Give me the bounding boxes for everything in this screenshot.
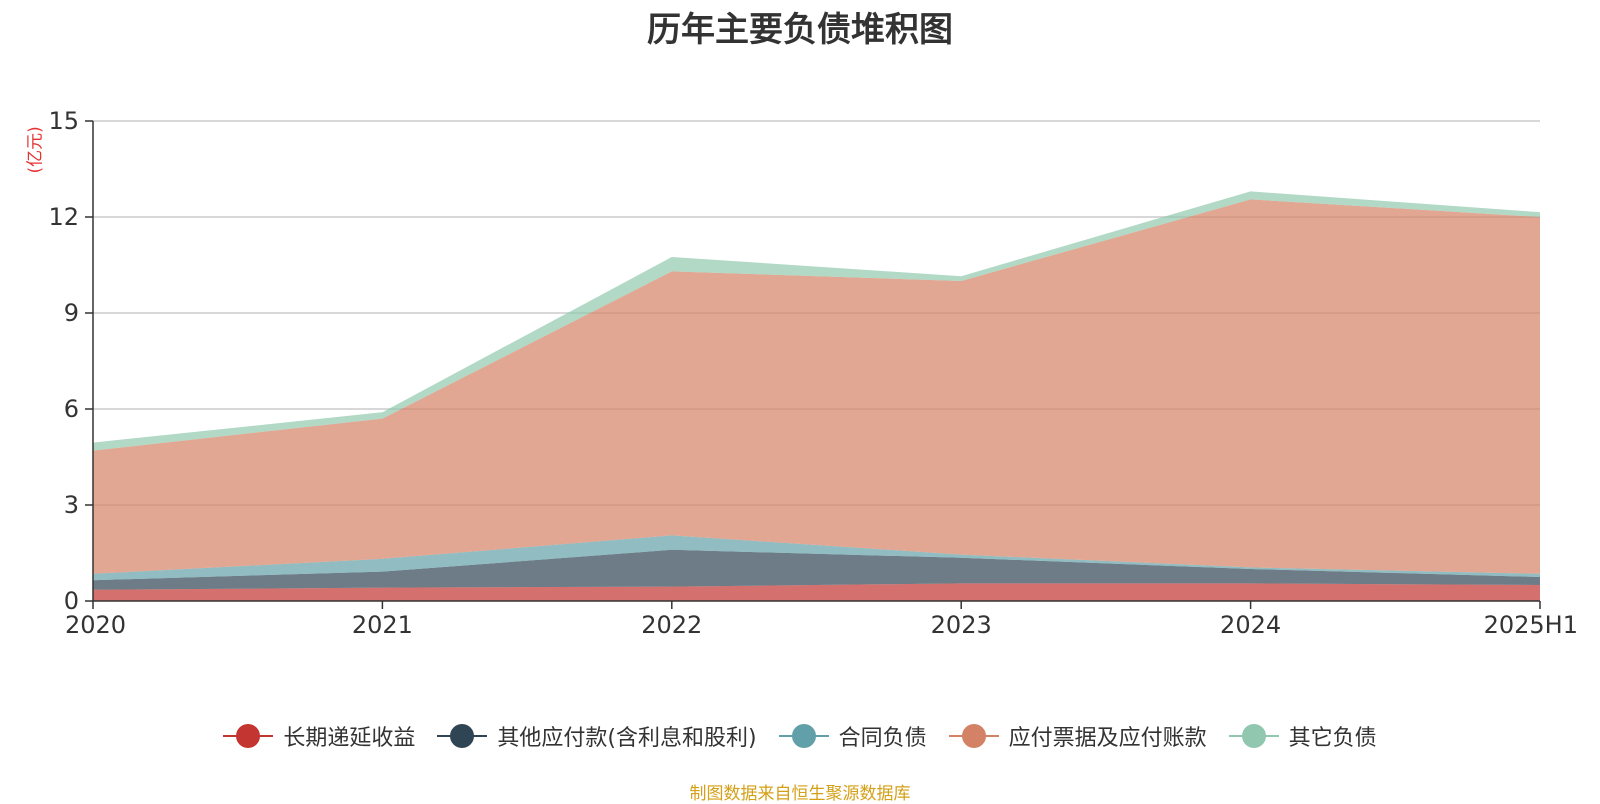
- x-tick-label-5: 2025H1: [1484, 611, 1578, 639]
- area-series-1: [93, 549, 1540, 590]
- legend-label: 应付票据及应付账款: [1008, 726, 1207, 751]
- legend-item-1[interactable]: 其他应付款(含利息和股利): [437, 720, 757, 752]
- stacked-area-chart: 0 3 6 9 12 15 2020 2021 2022 2023 2024 2025H1: [48, 107, 1578, 639]
- legend-label: 其它负债: [1288, 726, 1377, 751]
- y-tick-label-5: 15: [48, 107, 79, 135]
- legend-item-2[interactable]: 合同负债: [778, 720, 927, 752]
- x-tick-label-3: 2023: [931, 611, 992, 639]
- legend: 长期递延收益 其他应付款(含利息和股利) 合同负债 应付票据及应付账款 其它负债: [0, 720, 1600, 752]
- legend-marker-icon: [1228, 723, 1279, 749]
- axes: 0 3 6 9 12 15 2020 2021 2022 2023 2024 2025H1: [48, 107, 1578, 639]
- area-series-2: [93, 535, 1540, 581]
- y-tick-label-3: 9: [64, 299, 79, 327]
- y-tick-label-1: 3: [64, 491, 79, 519]
- x-tick-label-4: 2024: [1220, 611, 1281, 639]
- area-series-0: [93, 583, 1540, 601]
- y-tick-label-4: 12: [48, 203, 79, 231]
- chart-title: 历年主要负债堆积图: [647, 10, 953, 50]
- y-tick-label-2: 6: [64, 395, 79, 423]
- x-tick-label-2: 2022: [641, 611, 702, 639]
- y-tick-label-0: 0: [64, 587, 79, 615]
- legend-marker-icon: [437, 723, 488, 749]
- area-series: [93, 191, 1540, 601]
- legend-item-4[interactable]: 其它负债: [1228, 720, 1377, 752]
- legend-item-0[interactable]: 长期递延收益: [223, 720, 415, 752]
- legend-label: 长期递延收益: [283, 726, 416, 751]
- legend-marker-icon: [948, 723, 999, 749]
- legend-marker-icon: [223, 723, 274, 749]
- legend-item-3[interactable]: 应付票据及应付账款: [948, 720, 1207, 752]
- legend-label: 其他应付款(含利息和股利): [497, 726, 757, 751]
- source-note: 制图数据来自恒生聚源数据库: [689, 784, 911, 804]
- legend-marker-icon: [778, 723, 829, 749]
- area-series-3: [93, 199, 1540, 574]
- x-tick-label-1: 2021: [352, 611, 413, 639]
- legend-label: 合同负债: [838, 726, 927, 751]
- x-tick-label-0: 2020: [65, 611, 126, 639]
